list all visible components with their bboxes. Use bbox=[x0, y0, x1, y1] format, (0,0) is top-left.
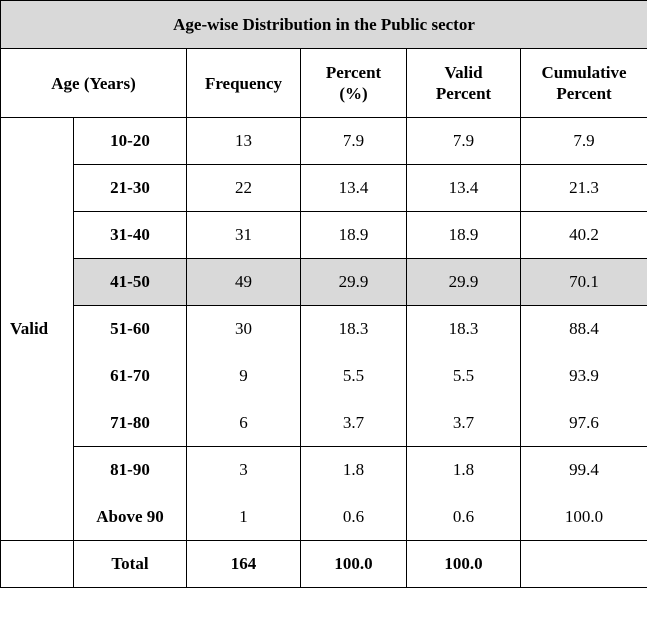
row-frequency-cell: 13 bbox=[186, 117, 301, 165]
total-blank-cell bbox=[0, 540, 74, 588]
table-row: 21-30 22 13.4 13.4 21.3 bbox=[1, 164, 647, 212]
table-row: Above 90 1 0.6 0.6 100.0 bbox=[1, 493, 647, 541]
row-age-cell: 81-90 bbox=[73, 446, 187, 494]
row-cumulative-cell: 21.3 bbox=[519, 164, 647, 212]
header-valid-percent-line2: Percent bbox=[435, 84, 492, 103]
row-percent-cell: 3.7 bbox=[300, 399, 407, 447]
row-cumulative-cell: 88.4 bbox=[519, 305, 647, 353]
row-age-cell: 21-30 bbox=[73, 164, 187, 212]
row-cumulative-cell: 70.1 bbox=[519, 258, 647, 306]
row-age-cell: 41-50 bbox=[73, 258, 187, 306]
row-cumulative-cell: 100.0 bbox=[519, 493, 647, 541]
row-percent-cell: 18.3 bbox=[300, 305, 407, 353]
table-row: 41-50 49 29.9 29.9 70.1 bbox=[0, 258, 647, 306]
row-valid-percent-cell: 0.6 bbox=[406, 493, 521, 541]
header-cumulative-line2: Percent bbox=[556, 84, 612, 103]
row-age-cell: 31-40 bbox=[73, 211, 187, 259]
header-cumulative-percent: Cumulative Percent bbox=[519, 48, 647, 118]
header-row: Age (Years) Frequency Percent (%) Valid … bbox=[0, 48, 647, 118]
row-cumulative-cell: 99.4 bbox=[519, 446, 647, 494]
row-valid-percent-cell: 18.9 bbox=[406, 211, 521, 259]
row-valid-percent-cell: 3.7 bbox=[406, 399, 521, 447]
row-frequency-cell: 1 bbox=[186, 493, 301, 541]
row-age-cell: 51-60 bbox=[73, 305, 187, 353]
header-cumulative-line1: Cumulative bbox=[541, 63, 627, 82]
row-percent-cell: 13.4 bbox=[300, 164, 407, 212]
header-frequency: Frequency bbox=[186, 48, 301, 118]
row-frequency-cell: 22 bbox=[186, 164, 301, 212]
row-valid-percent-cell: 13.4 bbox=[406, 164, 521, 212]
table-title: Age-wise Distribution in the Public sect… bbox=[0, 0, 647, 49]
row-percent-cell: 18.9 bbox=[300, 211, 407, 259]
row-valid-percent-cell: 18.3 bbox=[406, 305, 521, 353]
row-age-cell: 71-80 bbox=[73, 399, 187, 447]
row-frequency-cell: 49 bbox=[186, 258, 301, 306]
header-age: Age (Years) bbox=[0, 48, 187, 118]
row-percent-cell: 1.8 bbox=[300, 446, 407, 494]
table-row: 81-90 3 1.8 1.8 99.4 bbox=[1, 446, 647, 494]
row-frequency-cell: 31 bbox=[186, 211, 301, 259]
row-valid-percent-cell: 1.8 bbox=[406, 446, 521, 494]
table-row: 61-70 9 5.5 5.5 93.9 bbox=[1, 352, 647, 400]
valid-group-label: Valid bbox=[0, 117, 74, 541]
table-row: Valid 10-20 13 7.9 7.9 7.9 bbox=[0, 117, 647, 541]
row-frequency-cell: 6 bbox=[186, 399, 301, 447]
row-frequency-cell: 9 bbox=[186, 352, 301, 400]
row-cumulative-cell: 93.9 bbox=[519, 352, 647, 400]
total-frequency: 164 bbox=[186, 540, 301, 588]
total-valid-percent: 100.0 bbox=[406, 540, 521, 588]
row-cumulative-cell: 7.9 bbox=[519, 117, 647, 165]
row-age-cell: 10-20 bbox=[73, 117, 187, 165]
total-row: Total 164 100.0 100.0 bbox=[0, 540, 647, 588]
table-row: 31-40 31 18.9 18.9 40.2 bbox=[1, 211, 647, 259]
row-age-cell: Above 90 bbox=[73, 493, 187, 541]
age-distribution-table: Age-wise Distribution in the Public sect… bbox=[0, 0, 647, 588]
row-cumulative-cell: 97.6 bbox=[519, 399, 647, 447]
row-percent-cell: 5.5 bbox=[300, 352, 407, 400]
row-percent-cell: 0.6 bbox=[300, 493, 407, 541]
header-valid-percent: Valid Percent bbox=[406, 48, 521, 118]
row-percent-cell: 7.9 bbox=[300, 117, 407, 165]
total-cumulative bbox=[519, 540, 647, 588]
header-percent-line1: Percent bbox=[325, 63, 382, 82]
row-frequency-cell: 30 bbox=[186, 305, 301, 353]
row-age-cell: 61-70 bbox=[73, 352, 187, 400]
row-frequency-cell: 3 bbox=[186, 446, 301, 494]
row-valid-percent-cell: 5.5 bbox=[406, 352, 521, 400]
total-label: Total bbox=[73, 540, 187, 588]
header-percent-line2: (%) bbox=[339, 84, 368, 103]
row-valid-percent-cell: 7.9 bbox=[406, 117, 521, 165]
header-percent: Percent (%) bbox=[300, 48, 407, 118]
table-row: 51-60 30 18.3 18.3 88.4 bbox=[1, 305, 647, 353]
header-valid-percent-line1: Valid bbox=[444, 63, 483, 82]
total-percent: 100.0 bbox=[300, 540, 407, 588]
table-row: 71-80 6 3.7 3.7 97.6 bbox=[1, 399, 647, 447]
row-valid-percent-cell: 29.9 bbox=[406, 258, 521, 306]
row-cumulative-cell: 40.2 bbox=[519, 211, 647, 259]
row-percent-cell: 29.9 bbox=[300, 258, 407, 306]
